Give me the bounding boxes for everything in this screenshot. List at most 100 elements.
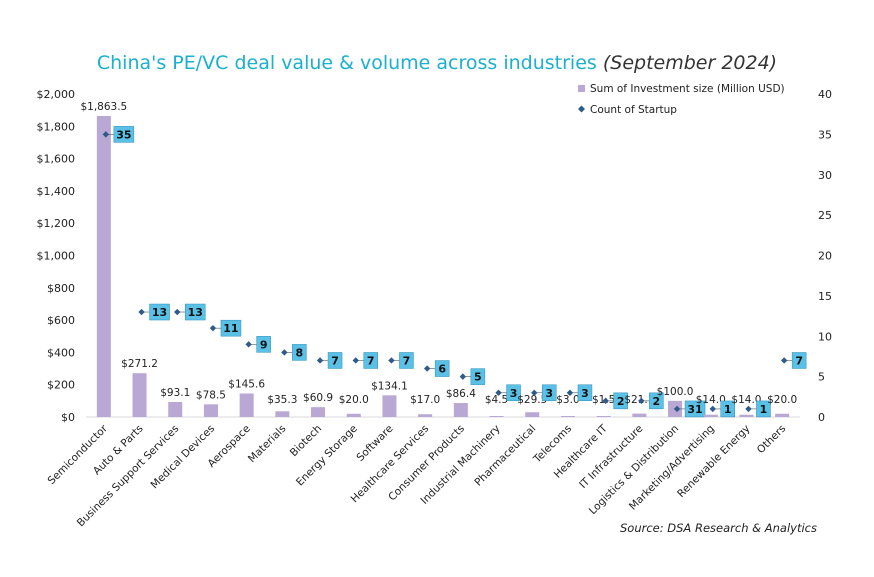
count-label-box [113,126,135,143]
count-marker [316,357,324,364]
count-label: 1 [760,403,768,416]
bar-value-label: $100.0 [657,386,694,398]
count-marker [602,397,609,405]
category-label: Energy Storage [294,423,360,489]
bar [418,414,433,417]
count-label-box [256,336,271,353]
y-left-tick-label: $800 [47,282,75,295]
count-label-box [327,352,343,369]
count-label: 2 [617,395,625,408]
count-label: 13 [188,306,203,319]
y-left-tick-label: $600 [47,314,75,327]
y-right-tick-label: 35 [818,128,832,141]
chart-title: China's PE/VC deal value & volume across… [0,52,874,74]
count-label-box [185,303,206,321]
count-label: 5 [474,371,482,384]
count-marker [209,324,217,332]
count-label: 2 [653,395,661,408]
bar [703,414,718,417]
count-marker [709,405,716,413]
count-label: 9 [260,338,268,351]
count-label: 35 [116,128,131,141]
chart-title-sub: (September 2024) [602,52,778,74]
category-label: Others [755,423,788,456]
category-label: Medical Devices [149,423,218,492]
count-label: 31 [687,403,702,416]
y-left-tick-label: $1,800 [37,120,76,133]
count-marker [388,357,395,364]
category-label: Pharmaceutical [472,423,538,489]
count-label-box [149,303,170,321]
count-label-box [470,368,486,385]
count-label: 7 [367,354,375,367]
bar-value-label: $17.0 [410,394,440,406]
bar-value-label: $4.5 [485,394,508,406]
bar-value-label: $78.5 [196,389,226,401]
count-label: 7 [331,354,339,367]
legend-label-count: Count of Startup [590,104,677,116]
y-left-tick-label: $1,400 [37,185,76,198]
count-marker [245,341,252,348]
bar [311,407,326,417]
bar-value-label: $93.1 [160,387,190,399]
count-label: 3 [510,387,518,400]
legend-label-investment: Sum of Investment size (Million USD) [590,83,785,95]
count-marker [423,365,431,372]
y-left-tick-label: $1,600 [37,153,76,166]
count-label-box [363,352,378,369]
count-marker [138,308,145,316]
y-right-tick-label: 10 [818,330,832,343]
bar-value-label: $20.0 [339,394,369,406]
count-marker [638,397,645,405]
count-label-box [791,352,807,369]
count-label: 11 [223,322,238,335]
category-label: IT Infrastructure [577,423,645,491]
y-left-tick-label: $200 [47,379,75,392]
count-marker [780,357,788,364]
count-marker [745,405,752,413]
bar-value-label: $35.3 [267,394,297,406]
count-label-box [542,384,557,402]
legend-swatch-investment [578,85,585,92]
y-left-tick-label: $2,000 [37,88,76,101]
y-left-tick-label: $1,000 [37,250,76,263]
bar [203,404,218,417]
y-left-tick-label: $400 [47,346,75,359]
bar-value-label: $1,863.5 [80,101,127,113]
count-label-box [720,400,735,418]
bar [453,403,468,417]
bar [275,411,290,417]
count-label: 8 [296,346,304,359]
count-marker [566,389,574,396]
bar [239,393,254,417]
count-label-box [292,344,307,361]
count-label-box [434,360,450,377]
bar [632,413,647,417]
bar-value-label: $134.1 [371,380,408,392]
count-marker [459,373,467,380]
count-marker [352,357,359,364]
bar [560,416,575,417]
count-label: 13 [152,306,167,319]
count-label: 3 [581,387,589,400]
count-label: 3 [545,387,553,400]
bar-value-label: $145.6 [228,378,265,390]
source-note: Source: DSA Research & Analytics [620,521,817,535]
bar [168,401,183,417]
bar-value-label: $20.0 [767,394,797,406]
bar [775,413,790,417]
y-right-tick-label: 20 [818,250,832,263]
count-label-box [577,384,593,402]
y-left-tick-label: $1,200 [37,217,76,230]
count-label: 7 [795,354,803,367]
count-marker [281,349,288,356]
bar-value-label: $86.4 [446,388,476,400]
category-label: Biotech [288,423,324,459]
y-right-tick-label: 0 [818,411,825,424]
count-label-box [756,400,771,418]
bar [739,414,754,417]
category-label: Renewable Energy [675,423,752,500]
count-marker [673,405,681,413]
bar [489,416,504,417]
